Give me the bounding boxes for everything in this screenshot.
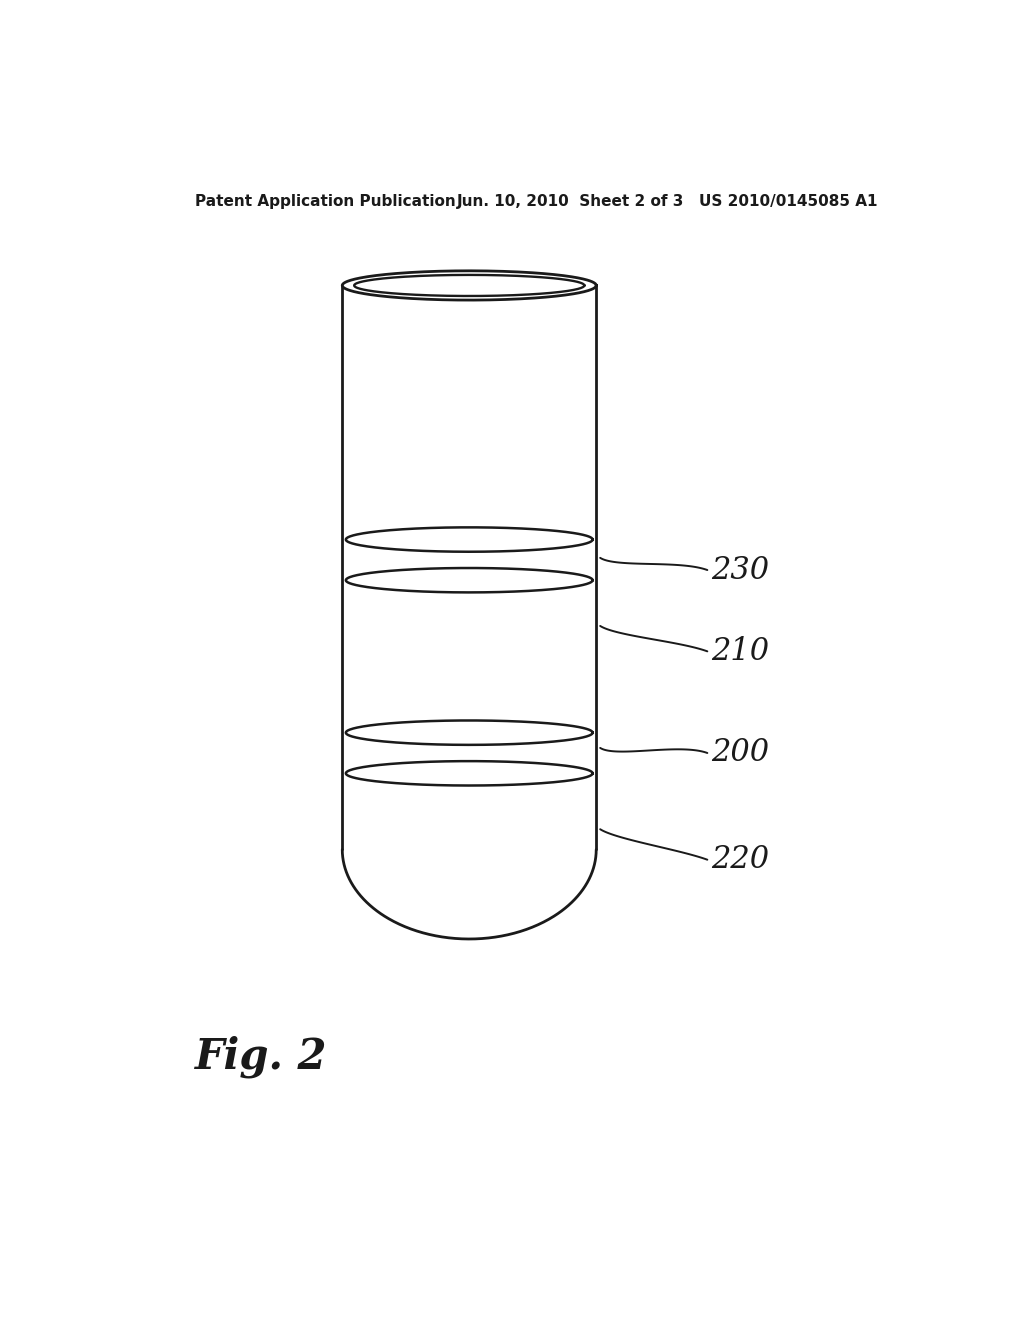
Text: Patent Application Publication: Patent Application Publication (196, 194, 457, 209)
Text: 220: 220 (712, 845, 769, 875)
Text: 230: 230 (712, 554, 769, 586)
Text: Fig. 2: Fig. 2 (196, 1036, 328, 1078)
Text: US 2010/0145085 A1: US 2010/0145085 A1 (699, 194, 878, 209)
Text: 200: 200 (712, 738, 769, 768)
Text: 210: 210 (712, 636, 769, 667)
Text: Jun. 10, 2010  Sheet 2 of 3: Jun. 10, 2010 Sheet 2 of 3 (458, 194, 685, 209)
